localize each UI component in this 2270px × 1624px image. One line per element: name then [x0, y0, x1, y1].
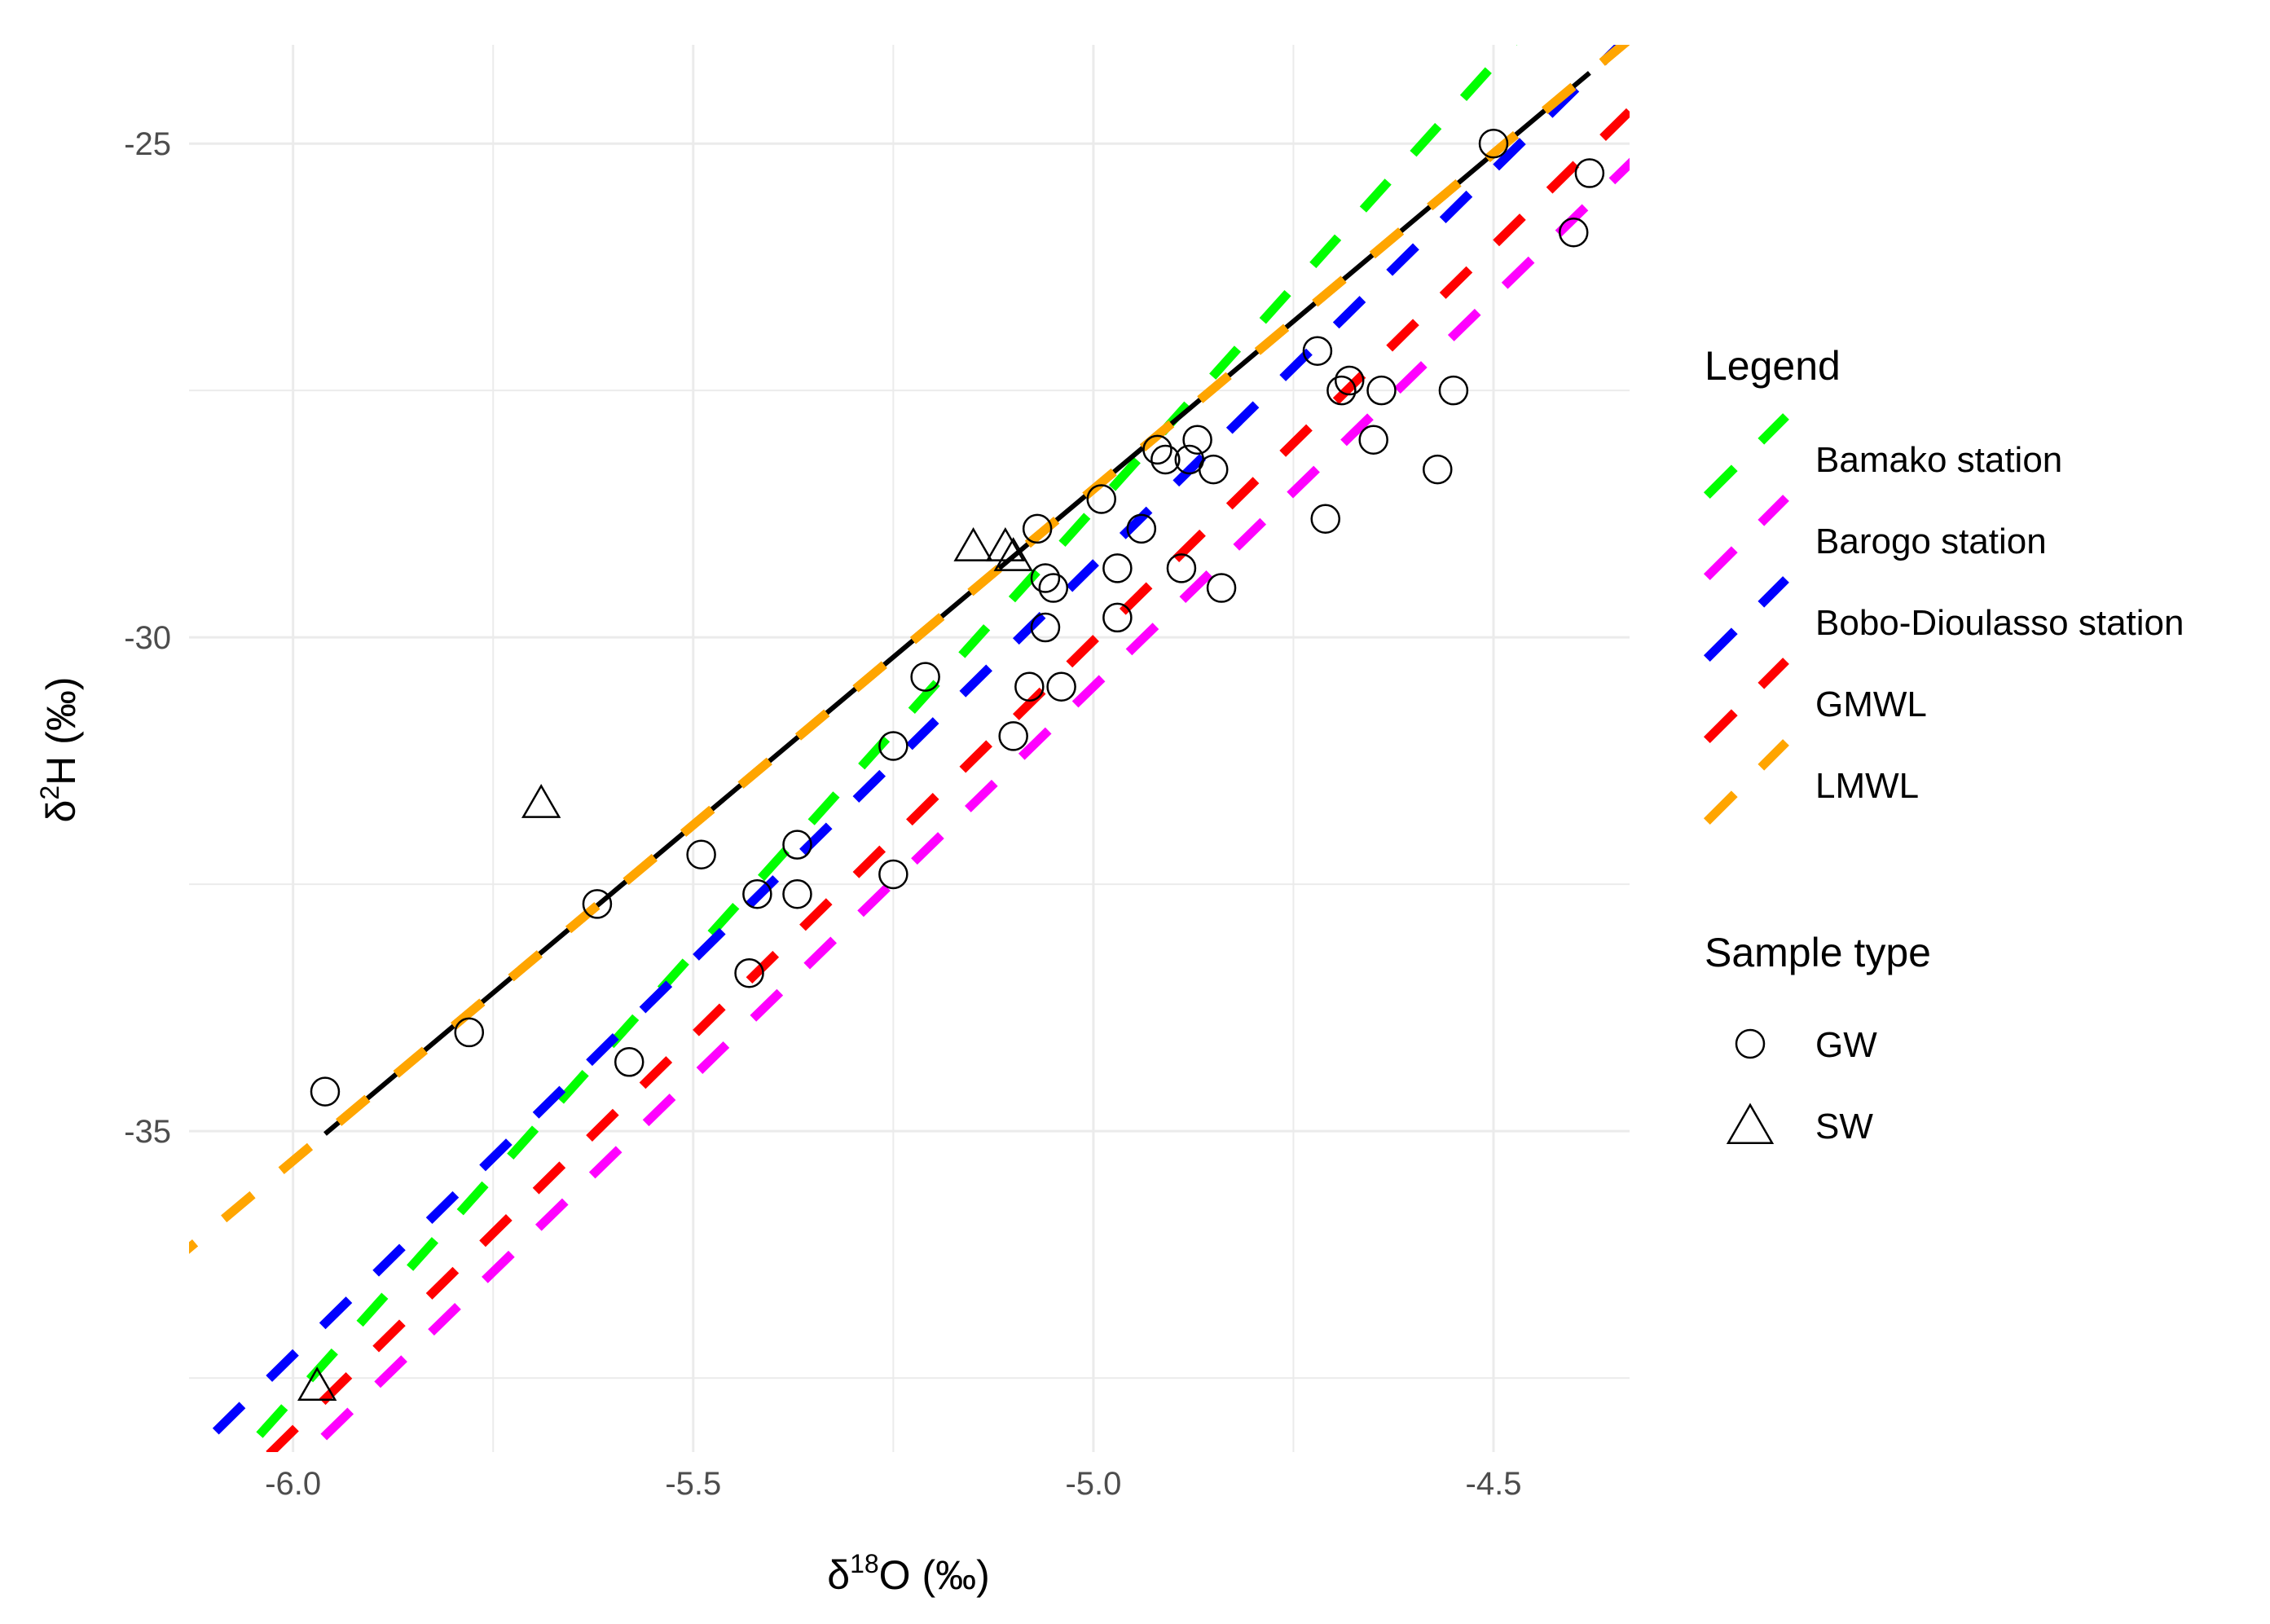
gw-point	[782, 830, 812, 860]
sw-point	[521, 784, 561, 818]
sample-type-title: Sample type	[1705, 930, 1931, 975]
gw-point	[734, 957, 764, 988]
gw-point	[1102, 602, 1133, 633]
legend-key-lmwl	[1701, 739, 1789, 827]
gw-point	[454, 1017, 485, 1048]
legend-label: SW	[1815, 1107, 1873, 1146]
gw-point	[910, 662, 940, 692]
fit-line-layer	[189, 45, 1630, 1254]
gw-point	[1358, 425, 1388, 456]
line-bobo-dioulasso-station	[189, 45, 1627, 1452]
line-lmwl-overlay	[189, 45, 1630, 1254]
gw-point	[1182, 425, 1212, 456]
legend-label: GMWL	[1815, 684, 1927, 724]
gw-point	[1326, 375, 1357, 406]
gw-point	[1046, 671, 1076, 702]
gw-point	[782, 879, 812, 909]
gw-point	[1574, 158, 1605, 188]
gw-point	[582, 889, 613, 919]
sw-point	[297, 1367, 337, 1401]
gw-point	[1014, 671, 1045, 702]
legend-key-bamako-station	[1701, 413, 1789, 501]
gw-point	[1302, 336, 1333, 366]
gw-point	[1142, 434, 1172, 465]
legend-key-gw	[1735, 1028, 1766, 1059]
line-gmwl	[265, 104, 1630, 1452]
reference-lines	[189, 45, 1630, 1452]
legend-label: Bamako station	[1815, 440, 2062, 480]
sw-point	[985, 526, 1026, 561]
legend-label: Bobo-Dioulasso station	[1815, 603, 2184, 643]
gw-point	[998, 721, 1028, 751]
line-bamako-station	[238, 45, 1518, 1452]
gw-point	[878, 859, 908, 890]
x-tick-label: -4.5	[1466, 1466, 1522, 1502]
gw-point	[1102, 553, 1133, 583]
grid	[189, 45, 1630, 1452]
gw-point	[1423, 454, 1453, 485]
gw-point	[686, 839, 716, 870]
y-axis-title: δ2H (‰)	[35, 677, 84, 823]
legend-title: Legend	[1705, 343, 1841, 389]
sw-point	[993, 537, 1033, 571]
gw-point	[1038, 573, 1069, 603]
gw-point	[1166, 553, 1197, 583]
gw-point	[614, 1047, 644, 1077]
legend-key-bobo-dioulasso-station	[1701, 576, 1789, 664]
legend-key-barogo-station	[1701, 495, 1789, 583]
gw-point	[1558, 218, 1589, 248]
gw-point	[1030, 563, 1061, 593]
legend-label: GW	[1815, 1025, 1877, 1065]
gw-point	[1022, 513, 1053, 544]
gw-point	[742, 879, 772, 909]
gw-point	[878, 731, 908, 761]
x-tick-label: -6.0	[265, 1466, 321, 1502]
gw-point	[1206, 573, 1237, 603]
x-tick-label: -5.5	[665, 1466, 721, 1502]
legend-key-gmwl	[1701, 658, 1789, 746]
gw-point	[1310, 504, 1341, 534]
gw-point	[1198, 454, 1229, 485]
tick-labels: -6.0 -5.5 -5.0 -4.5 -25 -30 -35	[124, 126, 1521, 1502]
legend-label: Barogo station	[1815, 522, 2047, 561]
line-barogo-station	[301, 157, 1630, 1452]
gw-point	[1478, 128, 1509, 159]
gw-point	[1126, 513, 1157, 544]
x-tick-label: -5.0	[1065, 1466, 1121, 1502]
y-tick-label: -25	[124, 126, 171, 162]
gw-point	[1366, 375, 1397, 406]
gw-point	[1086, 484, 1116, 514]
legend: Legend Bamako station Barogo station Bobo-…	[1701, 343, 2184, 1146]
gw-point	[1334, 365, 1365, 396]
y-tick-label: -35	[124, 1114, 171, 1150]
y-tick-label: -30	[124, 620, 171, 656]
x-axis-title: δ18O (‰)	[827, 1549, 990, 1598]
data-points	[297, 128, 1605, 1401]
legend-key-sw	[1726, 1102, 1775, 1145]
sw-point	[953, 526, 993, 561]
gw-point	[1030, 612, 1061, 643]
legend-label: LMWL	[1815, 766, 1919, 806]
gw-point	[1438, 375, 1469, 406]
gw-point	[1150, 444, 1181, 475]
gw-point	[310, 1076, 341, 1107]
